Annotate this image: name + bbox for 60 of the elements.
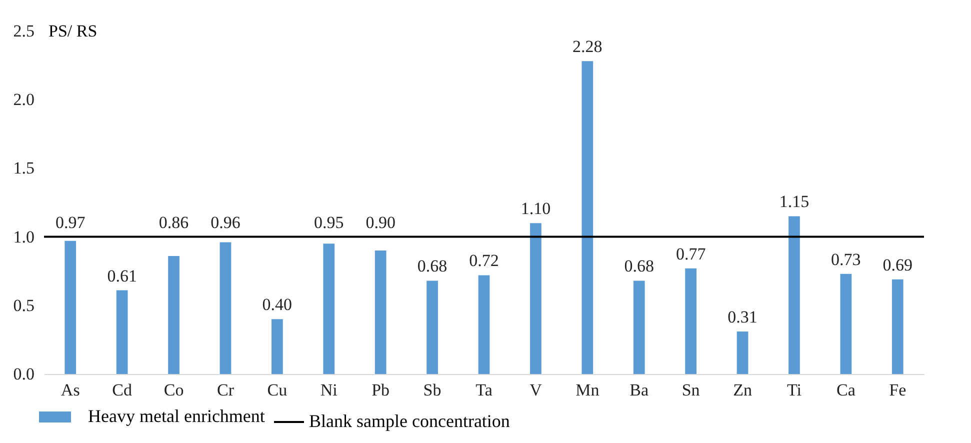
data-label: 0.73 bbox=[831, 250, 861, 269]
data-label: 0.69 bbox=[882, 255, 913, 274]
y-tick-label: 1.0 bbox=[13, 227, 34, 246]
data-label: 0.68 bbox=[417, 256, 448, 276]
legend-label: Heavy metal enrichment bbox=[88, 406, 265, 426]
bar bbox=[633, 280, 645, 374]
x-tick-label: Cu bbox=[267, 380, 288, 400]
data-label: 0.40 bbox=[262, 295, 292, 314]
data-label: 0.86 bbox=[158, 212, 189, 232]
data-label: 0.96 bbox=[210, 212, 240, 232]
x-tick-label: Pb bbox=[372, 380, 390, 400]
y-tick-label: 0.5 bbox=[13, 296, 34, 315]
data-label: 0.95 bbox=[314, 212, 344, 232]
y-axis-title: PS/ RS bbox=[48, 22, 98, 40]
data-label: 0.97 bbox=[55, 212, 86, 232]
x-tick-label: Fe bbox=[889, 380, 906, 400]
data-label: 0.31 bbox=[728, 307, 758, 326]
bar bbox=[892, 279, 904, 374]
bar bbox=[582, 61, 594, 374]
x-tick-label: Ba bbox=[630, 380, 650, 400]
x-tick-label: Ca bbox=[836, 380, 856, 400]
bar bbox=[116, 290, 128, 374]
data-label: 1.15 bbox=[779, 192, 810, 212]
x-tick-label: Cd bbox=[112, 380, 132, 400]
bar bbox=[736, 331, 748, 374]
bar bbox=[271, 319, 283, 374]
data-label: 1.10 bbox=[520, 199, 551, 218]
bar bbox=[788, 216, 800, 374]
x-tick-label: As bbox=[60, 380, 80, 400]
bar bbox=[530, 223, 542, 374]
x-tick-label: Ni bbox=[320, 380, 338, 400]
data-label: 0.68 bbox=[624, 256, 654, 276]
bar bbox=[685, 268, 697, 374]
data-label: 0.61 bbox=[107, 266, 137, 286]
bar bbox=[220, 242, 232, 374]
x-tick-label: Sn bbox=[682, 380, 700, 400]
data-label: 0.77 bbox=[676, 244, 706, 264]
bar bbox=[323, 244, 335, 374]
bar bbox=[374, 250, 386, 374]
y-tick-label: 2.0 bbox=[13, 90, 34, 110]
bar bbox=[478, 275, 490, 374]
bar bbox=[426, 280, 438, 374]
legend-label: Blank sample concentration bbox=[309, 411, 510, 431]
data-label: 0.72 bbox=[469, 251, 499, 270]
x-tick-label: Zn bbox=[733, 380, 752, 400]
x-tick-label: Ti bbox=[786, 380, 802, 400]
y-tick-label: 2.5 bbox=[13, 22, 34, 40]
x-tick-label: Sb bbox=[423, 380, 442, 400]
y-tick-label: 1.5 bbox=[13, 158, 34, 178]
data-label: 0.90 bbox=[366, 212, 396, 232]
bar bbox=[168, 256, 180, 374]
y-tick-label: 0.0 bbox=[13, 364, 34, 384]
x-tick-label: V bbox=[530, 380, 543, 400]
x-tick-label: Cr bbox=[216, 380, 234, 400]
x-tick-label: Mn bbox=[576, 380, 600, 400]
x-tick-label: Co bbox=[164, 380, 184, 400]
x-tick-label: Ta bbox=[476, 380, 493, 400]
data-label: 2.28 bbox=[572, 37, 602, 56]
bar bbox=[64, 240, 76, 374]
bar bbox=[840, 274, 852, 374]
